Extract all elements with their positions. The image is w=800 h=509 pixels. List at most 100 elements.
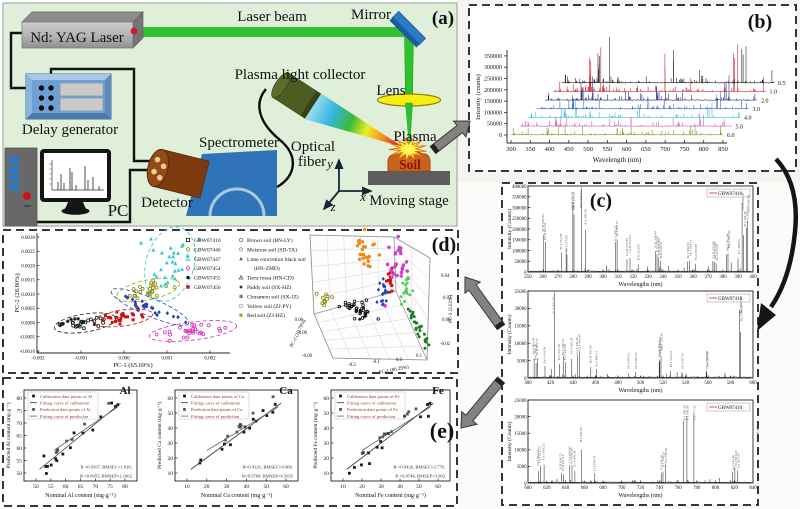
svg-text:PC-3 (2.02%): PC-3 (2.02%) [449,295,454,323]
svg-text:Calibration data points of Ca: Calibration data points of Ca [191,394,244,399]
svg-text:800: 800 [712,486,720,491]
svg-text:360: 360 [689,275,697,280]
svg-text:Fe I 414.39: Fe I 414.39 [542,347,546,363]
svg-text:720: 720 [637,486,645,491]
svg-text:Ca I 559.45: Ca I 559.45 [706,352,710,369]
svg-text:Prediction data points of Ca: Prediction data points of Ca [191,407,242,412]
svg-text:GBW07447: GBW07447 [194,257,221,263]
svg-text:370: 370 [704,275,712,280]
svg-text:10: 10 [184,484,190,490]
svg-text:0.0025: 0.0025 [21,250,35,255]
svg-text:0: 0 [499,133,502,139]
svg-text:50: 50 [416,484,422,490]
svg-text:GBW07454: GBW07454 [194,266,221,272]
svg-text:50: 50 [324,411,330,417]
svg-text:60: 60 [435,484,441,490]
svg-text:0.0: 0.0 [396,358,403,363]
svg-text:0: 0 [524,377,527,382]
svg-text:-0.0010: -0.0010 [20,350,36,355]
svg-text:Nominal Ca content (mg·g⁻¹): Nominal Ca content (mg·g⁻¹) [201,492,272,499]
svg-text:40: 40 [397,484,403,490]
svg-text:Fitting curve of calibration: Fitting curve of calibration [40,401,90,406]
svg-text:3.0: 3.0 [753,107,761,113]
svg-text:R =0.9744, RMSEP=3.902: R =0.9744, RMSEP=3.902 [395,474,445,480]
svg-text:Na I 588.99: Na I 588.99 [739,296,743,313]
svg-text:65: 65 [17,434,23,440]
svg-text:250000: 250000 [512,217,527,222]
svg-text:50: 50 [168,411,174,417]
svg-text:Calibration data points of Fe: Calibration data points of Fe [347,394,400,399]
svg-text:0.02: 0.02 [443,296,452,301]
svg-text:(HN-ZMD): (HN-ZMD) [254,265,280,272]
svg-text:-0.02: -0.02 [440,342,451,347]
svg-text:Moisture soil (SD-TA): Moisture soil (SD-TA) [247,246,297,253]
svg-text:850: 850 [718,146,728,153]
svg-text:100000: 100000 [484,110,502,116]
svg-text:(d): (d) [432,234,456,256]
svg-text:Optical: Optical [291,139,335,155]
svg-text:10000: 10000 [515,449,528,454]
svg-text:10: 10 [340,484,346,490]
svg-text:Fitting curve of prediction: Fitting curve of prediction [191,414,240,419]
svg-text:10: 10 [324,471,330,477]
svg-text:Al I 309.27: Al I 309.27 [615,220,619,236]
svg-text:Mg II 279.55: Mg II 279.55 [571,191,575,210]
svg-text:O I 844.68: O I 844.68 [756,427,760,442]
svg-text:70: 70 [93,484,99,490]
svg-text:Ca I 646.26: Ca I 646.26 [570,448,574,465]
svg-text:Mg I 383.83: Mg I 383.83 [727,230,731,248]
svg-text:x: x [359,189,366,204]
svg-text:540: 540 [682,381,690,386]
svg-text:Ca II 373.69: Ca II 373.69 [712,241,716,259]
svg-text:Wavelengths (nm): Wavelengths (nm) [618,281,662,288]
svg-text:Predicted Al content (mg·g⁻¹): Predicted Al content (mg·g⁻¹) [5,402,12,468]
svg-text:580: 580 [727,381,735,386]
svg-text:K I 769.90: K I 769.90 [685,405,689,420]
svg-text:Wavelengths (nm): Wavelengths (nm) [618,492,662,499]
svg-text:PC-1 (65.69%): PC-1 (65.69%) [113,362,152,369]
svg-text:340: 340 [659,275,667,280]
svg-text:Prediction data points of Fe: Prediction data points of Fe [347,407,398,412]
svg-text:Si II 637.14: Si II 637.14 [561,454,565,471]
svg-text:Nominal Fe content (mg·g⁻¹): Nominal Fe content (mg·g⁻¹) [355,492,426,499]
svg-text:Moving stage: Moving stage [369,193,448,209]
svg-text:Paddy soil (SX-HZ): Paddy soil (SX-HZ) [247,284,291,291]
svg-text:600: 600 [749,381,757,386]
svg-text:y: y [325,156,333,171]
svg-text:820: 820 [731,486,739,491]
svg-text:-0.0005: -0.0005 [20,336,36,341]
svg-text:Red soil (ZJ-HZ): Red soil (ZJ-HZ) [247,312,285,319]
svg-text:Soil: Soil [399,157,421,172]
svg-text:15000: 15000 [515,325,528,330]
svg-text:(b): (b) [748,11,772,33]
svg-text:300000: 300000 [512,206,527,211]
svg-text:280: 280 [569,275,577,280]
svg-text:620: 620 [543,486,551,491]
svg-text:400: 400 [749,275,757,280]
svg-text:Fe I 374.56: Fe I 374.56 [713,242,717,258]
svg-text:20000: 20000 [515,307,528,312]
svg-text:0.00: 0.00 [299,331,308,336]
svg-text:380: 380 [719,275,727,280]
svg-text:450: 450 [564,146,574,153]
svg-text:Fitting curve of calibration: Fitting curve of calibration [347,401,397,406]
svg-text:50000: 50000 [487,122,502,128]
svg-text:750: 750 [680,146,690,153]
svg-text:Fe I 527.04: Fe I 527.04 [669,351,673,367]
svg-text:z: z [329,199,335,214]
svg-text:H I 656.28: H I 656.28 [579,427,583,442]
svg-text:270: 270 [554,275,562,280]
svg-text:200000: 200000 [484,88,502,94]
svg-text:(c): (c) [590,190,612,212]
svg-text:Plasma: Plasma [393,129,437,145]
svg-text:GBW07410: GBW07410 [718,192,743,197]
svg-text:2.0: 2.0 [761,98,769,104]
svg-text:Mirror: Mirror [351,7,391,23]
svg-text:5000: 5000 [517,465,527,470]
svg-text:Predicted Fe content (mg·g⁻¹): Predicted Fe content (mg·g⁻¹) [312,402,319,469]
svg-text:-0.002: -0.002 [32,357,45,362]
svg-text:60: 60 [283,484,289,490]
svg-text:Fe I 404.58: Fe I 404.58 [531,337,535,353]
svg-text:Ti II 338.38: Ti II 338.38 [659,242,663,259]
svg-text:760: 760 [674,486,682,491]
